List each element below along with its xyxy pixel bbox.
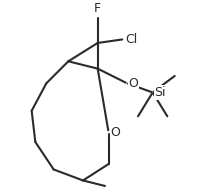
Text: F: F (94, 2, 101, 15)
Text: Si: Si (154, 86, 166, 99)
Text: Cl: Cl (125, 33, 137, 46)
Text: O: O (129, 77, 138, 90)
Text: O: O (110, 126, 120, 139)
